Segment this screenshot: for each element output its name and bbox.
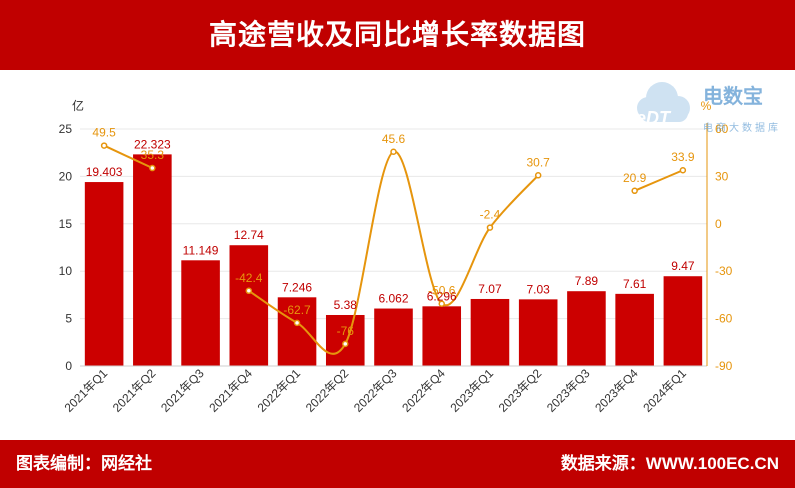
bar [277, 297, 317, 366]
bar-value-label: 12.74 [234, 228, 264, 242]
footer-source: 数据来源：WWW.100EC.CN [560, 454, 779, 473]
y-right-tick-label: 0 [715, 217, 722, 231]
data-labels: 19.403 22.323 11.149 12.74 7.246 5.38 6.062 6.2… [86, 126, 695, 338]
growth-line [100, 142, 687, 355]
x-tick-label: 2021年Q1 [62, 366, 111, 415]
bar [181, 260, 220, 366]
x-tick-label: 2021年Q2 [110, 366, 159, 415]
footer-editor: 图表编制：网经社 [16, 454, 152, 473]
x-tick-label: 2022年Q1 [255, 366, 304, 415]
cloud-icon [637, 82, 690, 122]
x-tick-label: 2022年Q4 [399, 366, 448, 415]
growth-point [486, 224, 494, 231]
bar-value-label: 9.47 [671, 259, 695, 273]
growth-point [293, 319, 301, 327]
bar [518, 299, 558, 366]
growth-value-label: 20.9 [623, 171, 647, 185]
bar [133, 154, 172, 366]
growth-value-label: -2.4 [480, 208, 501, 222]
growth-value-label: 30.7 [527, 155, 551, 169]
growth-point [149, 164, 156, 172]
bar-value-label: 7.246 [282, 280, 312, 294]
bars [84, 154, 703, 366]
watermark-logo: eDT 电数宝 电商大数据库 [636, 82, 781, 134]
bar-value-label: 5.38 [334, 298, 358, 312]
grid [80, 128, 707, 320]
y-left-tick-label: 10 [59, 264, 73, 278]
growth-value-label: -62.7 [283, 303, 311, 317]
growth-value-label: -42.4 [235, 271, 263, 285]
page-title: 高途营收及同比增长率数据图 [208, 19, 586, 50]
growth-point [631, 187, 638, 195]
bar [663, 276, 703, 366]
y-right-tick-label: 60 [715, 122, 729, 136]
y-left-tick-label: 5 [65, 312, 72, 326]
growth-point [390, 148, 397, 156]
growth-value-label: 49.5 [92, 126, 116, 140]
y-right-tick-label: -60 [715, 312, 733, 326]
growth-point [679, 166, 687, 174]
growth-point [100, 142, 108, 149]
bar [84, 182, 124, 366]
growth-value-label: 33.9 [671, 150, 695, 164]
bar-value-label: 19.403 [86, 165, 123, 179]
bar [422, 306, 462, 366]
growth-point [342, 340, 349, 348]
bar [229, 245, 269, 366]
growth-value-label: 35.3 [141, 148, 165, 162]
x-tick-label: 2024年Q1 [640, 366, 689, 415]
x-tick-label: 2022年Q3 [351, 366, 400, 415]
growth-value-label: -76 [337, 324, 355, 338]
x-tick-label: 2023年Q4 [592, 366, 641, 415]
bar-value-label: 7.03 [527, 282, 551, 296]
footer-bar: 图表编制：网经社 数据来源：WWW.100EC.CN [0, 440, 795, 488]
y-right-tick-label: 30 [715, 169, 729, 183]
y-left-tick-label: 0 [65, 359, 72, 373]
bar [325, 314, 365, 366]
y-left-tick-label: 25 [59, 122, 73, 136]
growth-point [438, 300, 445, 307]
x-tick-label: 2023年Q2 [496, 366, 545, 415]
y-left-tick-label: 15 [59, 217, 73, 231]
watermark-brand: 电数宝 [703, 84, 763, 108]
bar [374, 308, 413, 366]
bar [615, 293, 654, 366]
growth-point [245, 287, 253, 295]
x-tick-label: 2022年Q2 [303, 366, 352, 415]
y-right-tick-label: -30 [715, 264, 733, 278]
x-tick-label: 2021年Q3 [158, 366, 207, 415]
bar-value-label: 6.062 [378, 292, 408, 306]
growth-value-label: -50.6 [428, 284, 456, 298]
bar-value-label: 7.61 [623, 277, 647, 291]
y-right-unit: % [701, 99, 712, 113]
y-left-tick-label: 20 [59, 169, 73, 183]
watermark-logo-text: eDT [636, 108, 672, 128]
bar-value-label: 22.323 [134, 137, 171, 151]
bar [567, 291, 606, 366]
watermark-tagline: 电商大数据库 [703, 121, 781, 134]
y-right-tick-label: -90 [715, 359, 733, 373]
growth-point [534, 172, 542, 179]
bar-value-label: 7.07 [478, 282, 502, 296]
bar-value-label: 6.296 [427, 289, 457, 303]
growth-value-label: 45.6 [382, 132, 406, 146]
bar [470, 298, 510, 366]
y-left-unit: 亿 [72, 98, 84, 113]
header-bar [0, 0, 795, 70]
bar-value-label: 7.89 [575, 274, 599, 288]
bar-value-label: 11.149 [183, 243, 219, 257]
x-tick-label: 2023年Q1 [447, 366, 496, 415]
x-tick-label: 2023年Q3 [544, 366, 593, 415]
x-tick-label: 2021年Q4 [206, 366, 255, 415]
